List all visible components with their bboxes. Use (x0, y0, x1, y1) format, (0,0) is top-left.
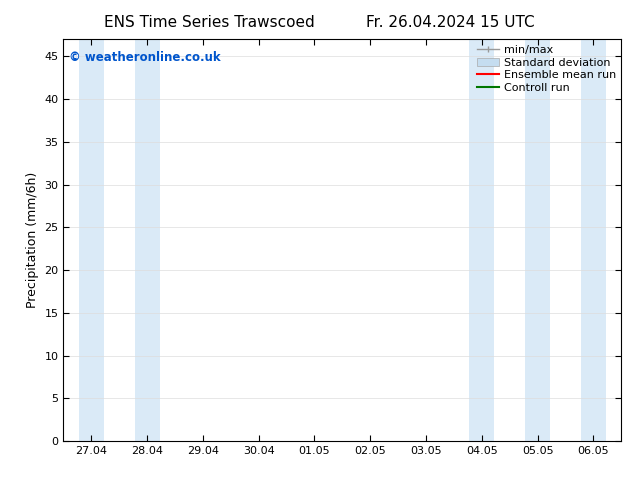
Text: Fr. 26.04.2024 15 UTC: Fr. 26.04.2024 15 UTC (366, 15, 534, 30)
Text: © weatheronline.co.uk: © weatheronline.co.uk (69, 51, 221, 64)
Y-axis label: Precipitation (mm/6h): Precipitation (mm/6h) (26, 172, 39, 308)
Legend: min/max, Standard deviation, Ensemble mean run, Controll run: min/max, Standard deviation, Ensemble me… (475, 43, 618, 96)
Text: ENS Time Series Trawscoed: ENS Time Series Trawscoed (104, 15, 314, 30)
Bar (79, 39, 104, 441)
Bar (581, 39, 606, 441)
Bar (134, 39, 160, 441)
Bar (469, 39, 495, 441)
Bar (525, 39, 550, 441)
